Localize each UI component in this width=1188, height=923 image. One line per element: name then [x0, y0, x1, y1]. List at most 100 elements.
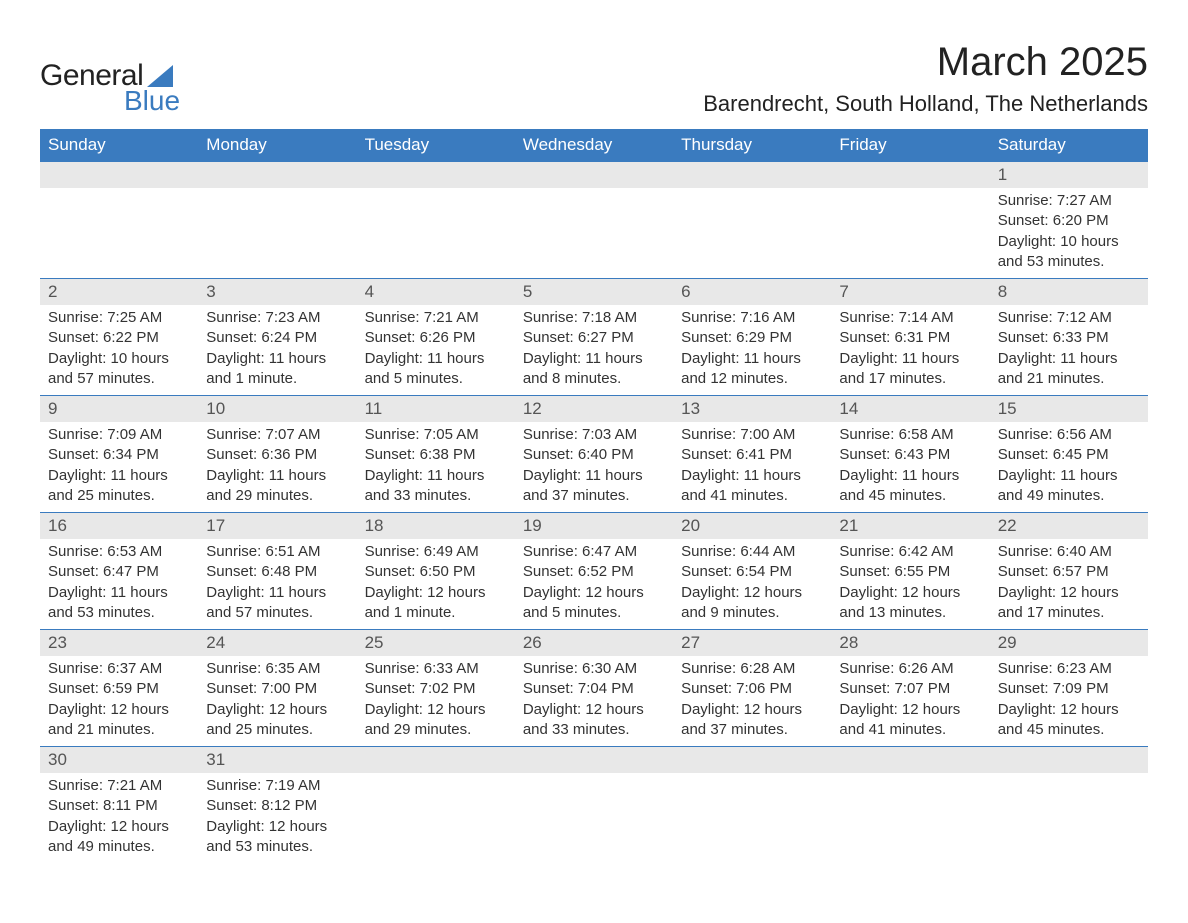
- logo: General Blue: [40, 59, 180, 117]
- day-number-cell: 14: [831, 396, 989, 423]
- sunset-line: Sunset: 6:29 PM: [681, 328, 823, 348]
- day-data-cell: Sunrise: 6:30 AMSunset: 7:04 PMDaylight:…: [515, 656, 673, 747]
- day-number-cell: 13: [673, 396, 831, 423]
- daylight-line: Daylight: 10 hours and 57 minutes.: [48, 349, 190, 390]
- day-number: 16: [40, 513, 198, 539]
- daylight-line: Daylight: 12 hours and 33 minutes.: [523, 700, 665, 741]
- day-data: Sunrise: 7:12 AMSunset: 6:33 PMDaylight:…: [990, 305, 1148, 395]
- sunrise-line: Sunrise: 7:21 AM: [365, 308, 507, 328]
- sunset-line: Sunset: 8:11 PM: [48, 796, 190, 816]
- column-header: Friday: [831, 129, 989, 162]
- day-data: Sunrise: 7:21 AMSunset: 6:26 PMDaylight:…: [357, 305, 515, 395]
- daylight-line: Daylight: 12 hours and 13 minutes.: [839, 583, 981, 624]
- sunrise-line: Sunrise: 6:49 AM: [365, 542, 507, 562]
- day-number: 2: [40, 279, 198, 305]
- day-data: Sunrise: 6:58 AMSunset: 6:43 PMDaylight:…: [831, 422, 989, 512]
- day-data: Sunrise: 6:37 AMSunset: 6:59 PMDaylight:…: [40, 656, 198, 746]
- column-header: Wednesday: [515, 129, 673, 162]
- day-data-cell: Sunrise: 6:51 AMSunset: 6:48 PMDaylight:…: [198, 539, 356, 630]
- sunrise-line: Sunrise: 7:21 AM: [48, 776, 190, 796]
- sunset-line: Sunset: 6:41 PM: [681, 445, 823, 465]
- empty-cell: [40, 162, 198, 189]
- empty-cell: [831, 747, 989, 774]
- daylight-line: Daylight: 11 hours and 49 minutes.: [998, 466, 1140, 507]
- day-number: 21: [831, 513, 989, 539]
- sunrise-line: Sunrise: 7:18 AM: [523, 308, 665, 328]
- day-number-cell: 1: [990, 162, 1148, 189]
- sunset-line: Sunset: 6:20 PM: [998, 211, 1140, 231]
- day-number: 13: [673, 396, 831, 422]
- day-data: Sunrise: 6:44 AMSunset: 6:54 PMDaylight:…: [673, 539, 831, 629]
- day-data-cell: Sunrise: 7:09 AMSunset: 6:34 PMDaylight:…: [40, 422, 198, 513]
- day-data-cell: Sunrise: 6:42 AMSunset: 6:55 PMDaylight:…: [831, 539, 989, 630]
- empty-cell: [673, 188, 831, 279]
- sunset-line: Sunset: 6:45 PM: [998, 445, 1140, 465]
- day-data-cell: Sunrise: 7:14 AMSunset: 6:31 PMDaylight:…: [831, 305, 989, 396]
- sunset-line: Sunset: 6:55 PM: [839, 562, 981, 582]
- sunset-line: Sunset: 6:31 PM: [839, 328, 981, 348]
- day-data-cell: Sunrise: 6:23 AMSunset: 7:09 PMDaylight:…: [990, 656, 1148, 747]
- day-data-cell: Sunrise: 6:44 AMSunset: 6:54 PMDaylight:…: [673, 539, 831, 630]
- sunset-line: Sunset: 6:50 PM: [365, 562, 507, 582]
- day-data: Sunrise: 6:49 AMSunset: 6:50 PMDaylight:…: [357, 539, 515, 629]
- sunrise-line: Sunrise: 6:33 AM: [365, 659, 507, 679]
- day-number: 15: [990, 396, 1148, 422]
- day-data: Sunrise: 7:25 AMSunset: 6:22 PMDaylight:…: [40, 305, 198, 395]
- day-data-cell: Sunrise: 7:23 AMSunset: 6:24 PMDaylight:…: [198, 305, 356, 396]
- daylight-line: Daylight: 11 hours and 17 minutes.: [839, 349, 981, 390]
- sunset-line: Sunset: 6:22 PM: [48, 328, 190, 348]
- day-data-cell: Sunrise: 6:56 AMSunset: 6:45 PMDaylight:…: [990, 422, 1148, 513]
- daylight-line: Daylight: 11 hours and 1 minute.: [206, 349, 348, 390]
- column-header: Sunday: [40, 129, 198, 162]
- day-number-cell: 24: [198, 630, 356, 657]
- empty-cell: [357, 162, 515, 189]
- daylight-line: Daylight: 11 hours and 37 minutes.: [523, 466, 665, 507]
- day-number-cell: 11: [357, 396, 515, 423]
- page-title: March 2025: [703, 40, 1148, 85]
- header: General Blue March 2025 Barendrecht, Sou…: [40, 40, 1148, 117]
- day-number: 1: [990, 162, 1148, 188]
- daylight-line: Daylight: 12 hours and 5 minutes.: [523, 583, 665, 624]
- empty-cell: [357, 747, 515, 774]
- day-data: Sunrise: 6:47 AMSunset: 6:52 PMDaylight:…: [515, 539, 673, 629]
- day-number-cell: 7: [831, 279, 989, 306]
- column-header: Tuesday: [357, 129, 515, 162]
- day-number: 27: [673, 630, 831, 656]
- day-data-cell: Sunrise: 6:40 AMSunset: 6:57 PMDaylight:…: [990, 539, 1148, 630]
- day-number-cell: 29: [990, 630, 1148, 657]
- day-number: 20: [673, 513, 831, 539]
- sunset-line: Sunset: 7:06 PM: [681, 679, 823, 699]
- day-data-cell: Sunrise: 6:53 AMSunset: 6:47 PMDaylight:…: [40, 539, 198, 630]
- sunset-line: Sunset: 6:40 PM: [523, 445, 665, 465]
- day-data-cell: Sunrise: 6:49 AMSunset: 6:50 PMDaylight:…: [357, 539, 515, 630]
- day-data-cell: Sunrise: 7:00 AMSunset: 6:41 PMDaylight:…: [673, 422, 831, 513]
- sunrise-line: Sunrise: 6:23 AM: [998, 659, 1140, 679]
- sunset-line: Sunset: 6:36 PM: [206, 445, 348, 465]
- day-number: 24: [198, 630, 356, 656]
- day-data-cell: Sunrise: 7:19 AMSunset: 8:12 PMDaylight:…: [198, 773, 356, 863]
- day-data-cell: Sunrise: 6:28 AMSunset: 7:06 PMDaylight:…: [673, 656, 831, 747]
- day-number-cell: 10: [198, 396, 356, 423]
- sunrise-line: Sunrise: 6:26 AM: [839, 659, 981, 679]
- empty-cell: [198, 162, 356, 189]
- daylight-line: Daylight: 11 hours and 25 minutes.: [48, 466, 190, 507]
- day-number-cell: 25: [357, 630, 515, 657]
- empty-cell: [515, 747, 673, 774]
- sunset-line: Sunset: 6:54 PM: [681, 562, 823, 582]
- day-data: Sunrise: 7:19 AMSunset: 8:12 PMDaylight:…: [198, 773, 356, 863]
- daylight-line: Daylight: 12 hours and 9 minutes.: [681, 583, 823, 624]
- day-data: Sunrise: 7:16 AMSunset: 6:29 PMDaylight:…: [673, 305, 831, 395]
- day-number: 29: [990, 630, 1148, 656]
- day-data: Sunrise: 6:42 AMSunset: 6:55 PMDaylight:…: [831, 539, 989, 629]
- daylight-line: Daylight: 12 hours and 49 minutes.: [48, 817, 190, 858]
- day-number: 23: [40, 630, 198, 656]
- empty-cell: [990, 747, 1148, 774]
- sunset-line: Sunset: 6:24 PM: [206, 328, 348, 348]
- day-number-cell: 2: [40, 279, 198, 306]
- day-data: Sunrise: 7:21 AMSunset: 8:11 PMDaylight:…: [40, 773, 198, 863]
- sunset-line: Sunset: 6:43 PM: [839, 445, 981, 465]
- day-data-cell: Sunrise: 7:21 AMSunset: 8:11 PMDaylight:…: [40, 773, 198, 863]
- daylight-line: Daylight: 12 hours and 1 minute.: [365, 583, 507, 624]
- day-number-cell: 3: [198, 279, 356, 306]
- day-data: Sunrise: 6:53 AMSunset: 6:47 PMDaylight:…: [40, 539, 198, 629]
